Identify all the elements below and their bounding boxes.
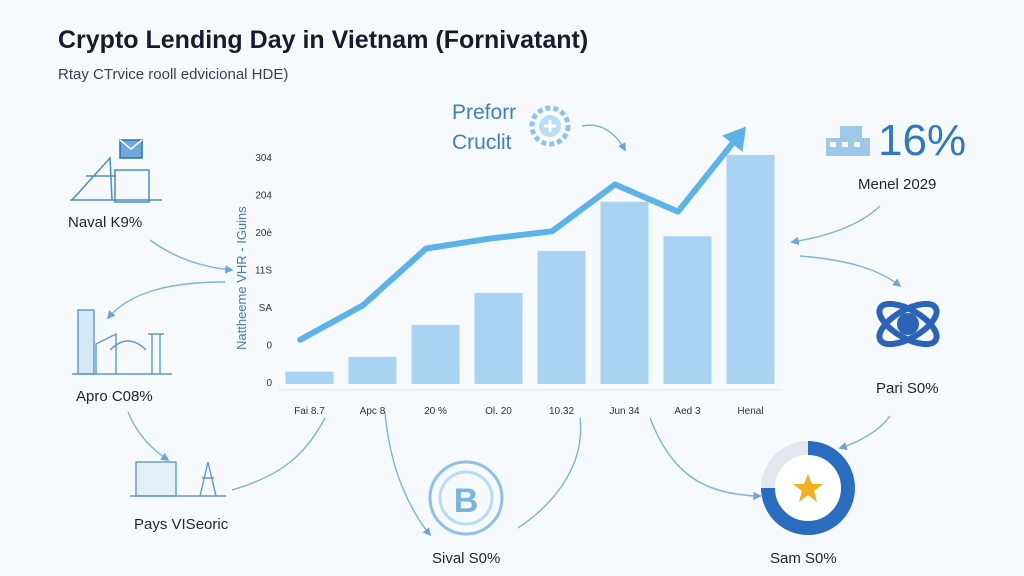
refinery-icon — [130, 461, 226, 497]
coin-icon: B — [428, 460, 504, 536]
building-icon — [826, 126, 870, 156]
stat-value: 16% — [878, 116, 967, 165]
trend-point-4 — [550, 229, 554, 233]
callout-text: Preforr Cruclit — [452, 98, 516, 158]
arrow-callout — [581, 124, 626, 152]
trend-point-3 — [487, 237, 491, 241]
port-icon — [70, 139, 162, 203]
chart-subtitle: Rtay CTrvice rooll edvicional HDE) — [58, 66, 289, 83]
arrow-right — [799, 255, 902, 288]
label-pari: Pari S0% — [876, 380, 939, 397]
y-tick-label-5: 204 — [255, 191, 272, 202]
x-tick-label-1: Apc 8 — [360, 406, 386, 417]
x-tick-label-2: 20 % — [424, 406, 447, 417]
label-naval: Naval K9% — [68, 214, 143, 231]
callout-line-1: Preforr — [452, 101, 517, 124]
trend-point-6 — [676, 210, 680, 214]
y-tick-label-3: 11S — [255, 266, 272, 277]
bar-1 — [348, 356, 397, 384]
bar-5 — [600, 201, 649, 384]
arrow-pari — [838, 415, 891, 451]
y-axis-label: Nattheeme VHR - IGuins — [234, 206, 249, 350]
bar-6 — [663, 236, 712, 384]
trend-line-path — [297, 129, 744, 343]
y-axis-ticks: 0 0 SA 11S 20è 204 304 — [255, 153, 273, 389]
gear-icon — [529, 105, 571, 147]
arrow-stat — [790, 205, 881, 246]
trend-point-5 — [613, 183, 617, 186]
label-sam: Sam S0% — [770, 550, 837, 567]
arrow-naval — [149, 239, 234, 274]
stat-label: Menel 2029 — [858, 176, 937, 193]
arrow-apro — [106, 281, 226, 320]
x-tick-label-4: 10.32 — [549, 406, 574, 417]
x-tick-label-7: Henal — [737, 406, 763, 417]
bar-line-chart: 0 0 SA 11S 20è 204 304 Fai 8.7 Apc 8 20 % Ol. 20 1… — [234, 126, 782, 417]
arrow-sival-chart — [517, 417, 582, 529]
trend-line — [297, 126, 747, 343]
factory-icon — [72, 309, 172, 375]
y-tick-label-2: SA — [259, 303, 273, 314]
bars — [285, 154, 775, 384]
arrow-pays-chart — [231, 417, 326, 491]
connector-arrows — [106, 124, 902, 537]
bar-7 — [726, 154, 775, 384]
y-tick-label-0: 0 — [266, 378, 272, 389]
x-tick-label-3: Ol. 20 — [485, 406, 512, 417]
bar-3 — [474, 292, 523, 384]
y-tick-label-4: 20è — [255, 228, 272, 239]
trend-point-0 — [298, 338, 302, 342]
trend-point-2 — [424, 247, 428, 251]
arrow-sival — [384, 411, 432, 537]
y-tick-label-1: 0 — [266, 341, 272, 352]
x-tick-label-0: Fai 8.7 — [294, 406, 325, 417]
x-axis-ticks: Fai 8.7 Apc 8 20 % Ol. 20 10.32 Jun 34 Aed 3 He… — [294, 406, 763, 417]
arrow-pays — [127, 411, 170, 461]
x-tick-label-6: Aed 3 — [674, 406, 701, 417]
trend-point-7 — [739, 131, 743, 135]
x-tick-label-5: Jun 34 — [609, 406, 639, 417]
chart-title: Crypto Lending Day in Vietnam (Fornivata… — [58, 26, 589, 54]
bar-2 — [411, 324, 460, 384]
label-sival: Sival S0% — [432, 550, 501, 567]
star-badge-icon — [761, 441, 855, 535]
trend-point-1 — [361, 303, 365, 307]
label-pays: Pays VISeoric — [134, 516, 229, 533]
label-apro: Apro C08% — [76, 388, 153, 405]
y-tick-label-6: 304 — [255, 153, 272, 164]
svg-text:B: B — [454, 482, 479, 520]
bar-4 — [537, 251, 586, 384]
bar-0 — [285, 371, 334, 384]
callout-line-2: Cruclit — [452, 131, 512, 154]
arrow-sam — [649, 417, 762, 501]
atom-icon — [876, 300, 940, 348]
